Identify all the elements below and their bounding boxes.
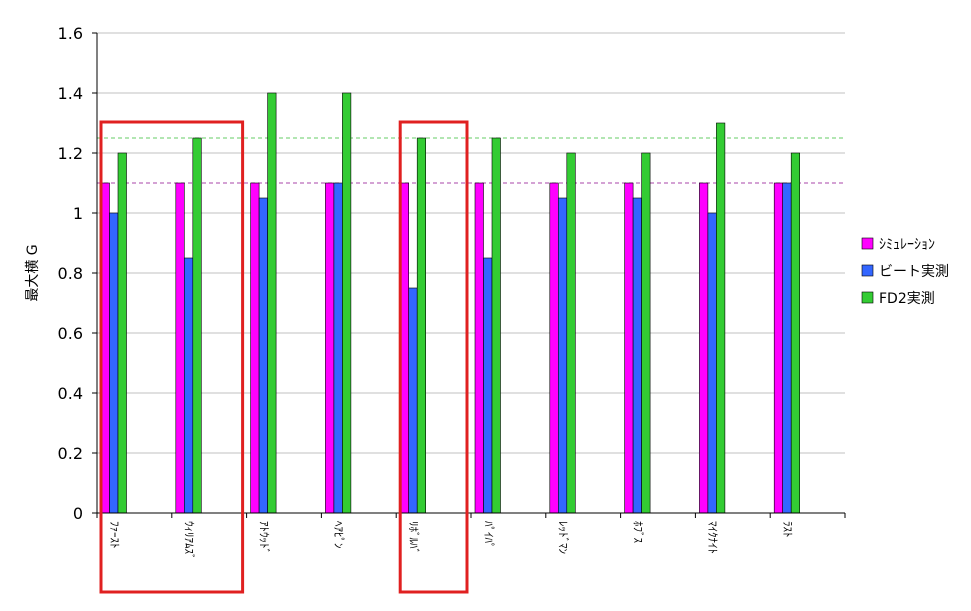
- legend: ｼﾐｭﾚｰｼｮﾝ ビート実測 FD2実測: [861, 237, 949, 307]
- highlight-boxes: [99, 120, 469, 594]
- bar-7-1: [632, 197, 642, 514]
- bar-5-1: [483, 257, 493, 514]
- bar-9-1: [782, 182, 792, 514]
- bar-7-0: [624, 182, 634, 514]
- bar-6-0: [549, 182, 559, 514]
- category-label: ﾌｧｰｽﾄ: [108, 521, 121, 549]
- category-labels: ﾌｧｰｽﾄ ｳｨﾘｱﾑｽﾞ ｱﾄｳｯﾄﾞ ﾍｱﾋﾟﾝ ﾘﾎﾞﾙﾊﾞ ﾊﾟｲﾊﾟ ﾚｯﾄﾞﾏﾝ…: [108, 521, 794, 560]
- y-tick-label: 0: [73, 504, 83, 523]
- bar-6-2: [566, 152, 576, 514]
- axes: [92, 32, 846, 518]
- bar-2-2: [267, 92, 277, 514]
- y-tick-label: 0.8: [58, 264, 83, 283]
- bar-2-1: [258, 197, 268, 514]
- legend-label: ビート実測: [879, 264, 949, 280]
- reference-lines: [97, 137, 845, 184]
- bar-4-1: [408, 287, 418, 514]
- y-tick-label: 1.6: [58, 24, 83, 43]
- category-label: ﾘﾎﾞﾙﾊﾞ: [407, 521, 420, 554]
- category-label: ﾍｱﾋﾟﾝ: [332, 521, 345, 549]
- bar-7-2: [641, 152, 651, 514]
- category-label: ｱﾄｳｯﾄﾞ: [257, 521, 270, 554]
- highlight-box: [99, 120, 245, 594]
- legend-swatch: [861, 264, 874, 277]
- bar-1-0: [175, 182, 185, 514]
- bar-3-0: [325, 182, 335, 514]
- bar-6-1: [557, 197, 568, 514]
- bar-0-1: [109, 212, 119, 514]
- category-label: ﾗｽﾄ: [781, 521, 794, 538]
- bar-2-0: [250, 182, 260, 514]
- highlight-box: [398, 120, 469, 594]
- bar-9-2: [790, 152, 801, 514]
- y-axis-label: 最大横 G: [25, 244, 41, 301]
- legend-swatch: [861, 291, 874, 304]
- bar-1-2: [192, 137, 202, 514]
- bar-8-0: [699, 182, 709, 514]
- y-tick-label: 0.4: [58, 384, 83, 403]
- bar-3-2: [342, 92, 352, 514]
- bar-3-1: [333, 182, 343, 514]
- bar-8-1: [707, 212, 717, 514]
- bar-0-2: [117, 152, 127, 514]
- bar-8-2: [716, 122, 726, 514]
- y-tick-label: 0.2: [58, 444, 83, 463]
- y-tick-label: 1.2: [58, 144, 83, 163]
- bars: [100, 92, 801, 514]
- legend-label: FD2実測: [879, 291, 935, 307]
- category-label: ﾏｲｸﾅｲﾄ: [706, 521, 719, 554]
- y-tick-labels: 0 0.2 0.4 0.6 0.8 1 1.2 1.4 1.6: [58, 24, 83, 523]
- category-label: ｳｨﾘｱﾑｽﾞ: [183, 521, 196, 560]
- bar-5-0: [474, 182, 484, 514]
- y-tick-label: 1: [73, 204, 83, 223]
- bar-1-1: [184, 257, 194, 514]
- gridlines: [97, 32, 845, 454]
- legend-label: ｼﾐｭﾚｰｼｮﾝ: [879, 237, 935, 253]
- category-label: ﾚｯﾄﾞﾏﾝ: [557, 521, 570, 554]
- bar-5-2: [491, 137, 501, 514]
- bar-4-2: [416, 137, 427, 514]
- category-label: ﾎﾌﾞｽ: [631, 521, 644, 543]
- category-label: ﾊﾟｲﾊﾟ: [482, 521, 495, 549]
- legend-swatch: [861, 237, 874, 250]
- y-tick-label: 1.4: [58, 84, 83, 103]
- bar-9-0: [773, 182, 784, 514]
- y-tick-label: 0.6: [58, 324, 83, 343]
